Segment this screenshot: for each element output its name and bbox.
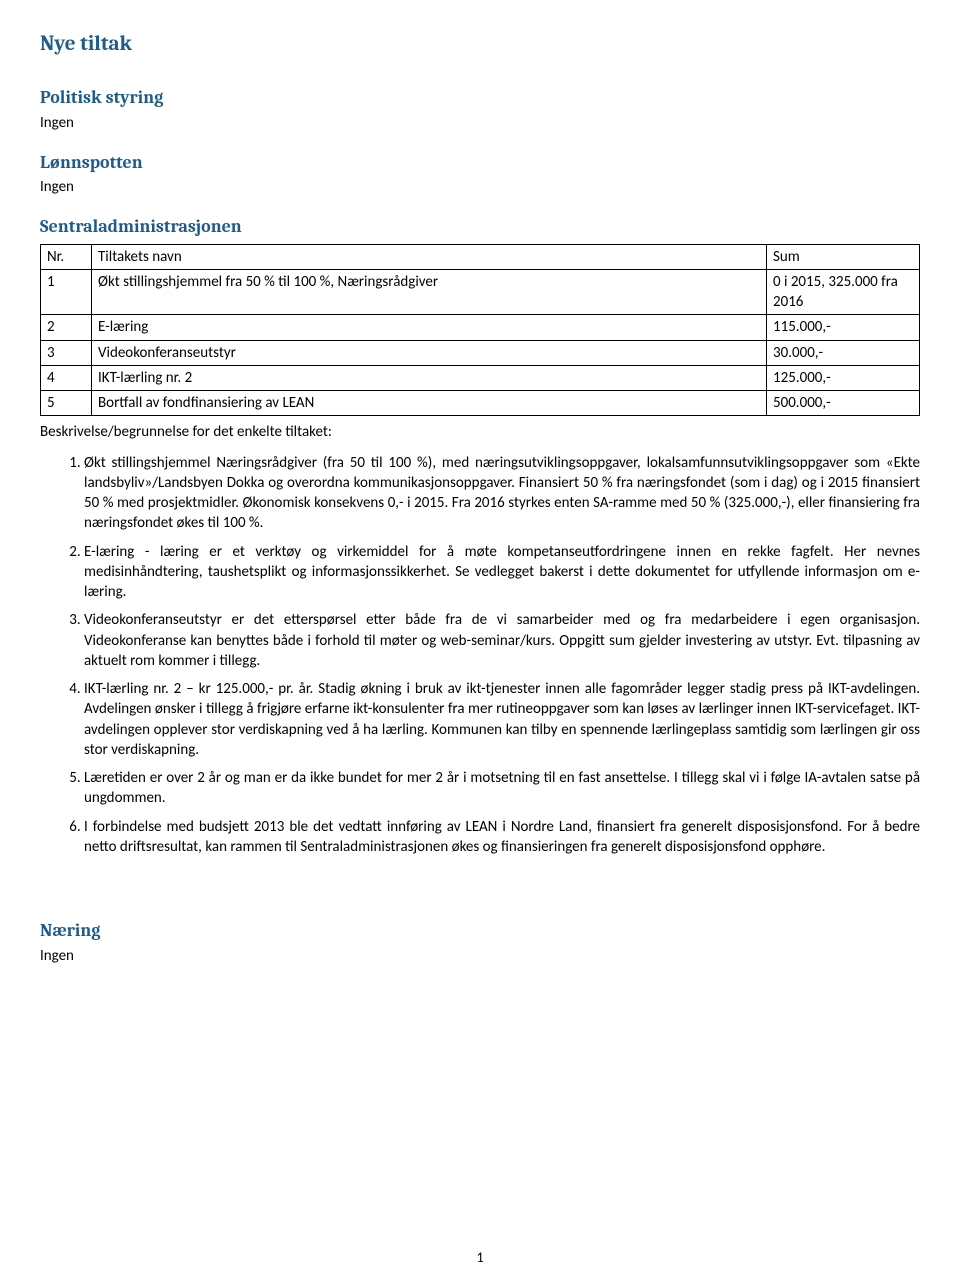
beskrivelse-list: Økt stillingshjemmel Næringsrådgiver (fr… <box>40 453 920 858</box>
table-cell-sum: 125.000,- <box>767 365 920 390</box>
page-number: 1 <box>0 1249 960 1268</box>
table-cell-sum: 0 i 2015, 325.000 fra 2016 <box>767 269 920 315</box>
table-row: 4 IKT-lærling nr. 2 125.000,- <box>41 365 920 390</box>
section-content-politisk: Ingen <box>40 113 920 133</box>
table-header-row: Nr. Tiltakets navn Sum <box>41 244 920 269</box>
table-cell-navn: Bortfall av fondfinansiering av LEAN <box>92 391 767 416</box>
table-row: 2 E-læring 115.000,- <box>41 315 920 340</box>
beskrivelse-label: Beskrivelse/begrunnelse for det enkelte … <box>40 422 920 442</box>
table-cell-nr: 5 <box>41 391 92 416</box>
table-cell-navn: IKT-lærling nr. 2 <box>92 365 767 390</box>
list-item: Læretiden er over 2 år og man er da ikke… <box>84 768 920 809</box>
table-cell-sum: 30.000,- <box>767 340 920 365</box>
list-item: IKT-lærling nr. 2 – kr 125.000,- pr. år.… <box>84 679 920 760</box>
table-row: 5 Bortfall av fondfinansiering av LEAN 5… <box>41 391 920 416</box>
table-cell-nr: 3 <box>41 340 92 365</box>
section-heading-sentral: Sentraladministrasjonen <box>40 215 920 239</box>
table-header-nr: Nr. <box>41 244 92 269</box>
table-cell-nr: 2 <box>41 315 92 340</box>
table-cell-sum: 115.000,- <box>767 315 920 340</box>
section-content-lonnspotten: Ingen <box>40 177 920 197</box>
table-cell-navn: E-læring <box>92 315 767 340</box>
table-cell-navn: Økt stillingshjemmel fra 50 % til 100 %,… <box>92 269 767 315</box>
table-header-sum: Sum <box>767 244 920 269</box>
tiltak-table: Nr. Tiltakets navn Sum 1 Økt stillingshj… <box>40 244 920 417</box>
section-heading-politisk: Politisk styring <box>40 86 920 110</box>
table-header-navn: Tiltakets navn <box>92 244 767 269</box>
table-row: 1 Økt stillingshjemmel fra 50 % til 100 … <box>41 269 920 315</box>
list-item: I forbindelse med budsjett 2013 ble det … <box>84 817 920 858</box>
list-item: Videokonferanseutstyr er det etterspørse… <box>84 610 920 671</box>
page-title: Nye tiltak <box>40 30 920 58</box>
table-cell-nr: 4 <box>41 365 92 390</box>
section-content-naering: Ingen <box>40 946 920 966</box>
section-heading-lonnspotten: Lønnspotten <box>40 151 920 175</box>
table-cell-navn: Videokonferanseutstyr <box>92 340 767 365</box>
table-cell-sum: 500.000,- <box>767 391 920 416</box>
section-heading-naering: Næring <box>40 919 920 943</box>
list-item: Økt stillingshjemmel Næringsrådgiver (fr… <box>84 453 920 534</box>
document-page: Nye tiltak Politisk styring Ingen Lønnsp… <box>0 0 960 1280</box>
table-cell-nr: 1 <box>41 269 92 315</box>
list-item: E-læring - læring er et verktøy og virke… <box>84 542 920 603</box>
table-row: 3 Videokonferanseutstyr 30.000,- <box>41 340 920 365</box>
